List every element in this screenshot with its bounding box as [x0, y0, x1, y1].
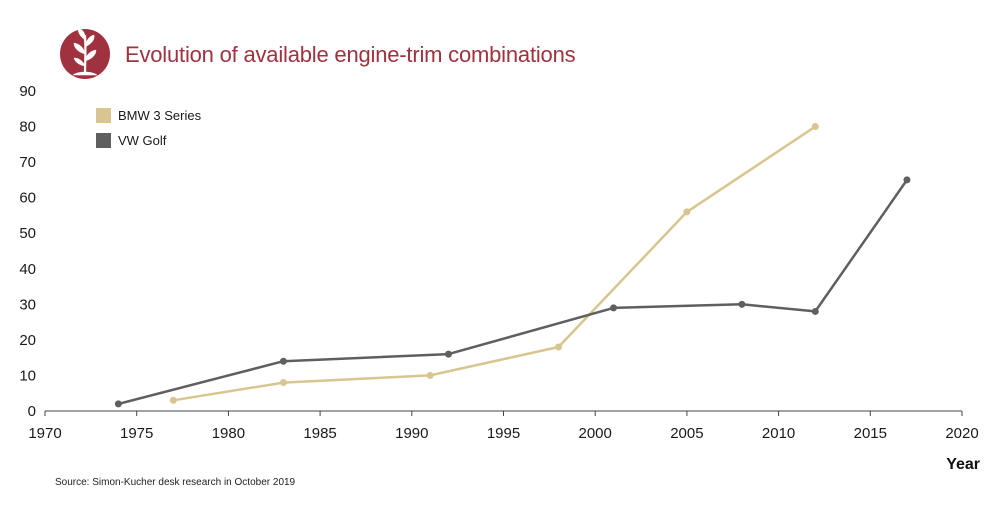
data-point-bmw-3-series: [555, 343, 563, 351]
data-point-vw-golf: [811, 307, 819, 315]
legend-label-vw-golf: VW Golf: [118, 133, 167, 148]
series-vw-golf: [114, 176, 911, 408]
x-axis-label: Year: [946, 456, 980, 473]
y-tick-label: 10: [19, 367, 36, 384]
legend: BMW 3 Series VW Golf: [96, 108, 202, 148]
x-axis-ticks: 1970 1975 1980 1985 1990 1995 2000 2005 2010 2015…: [28, 411, 979, 442]
y-tick-label: 70: [19, 154, 36, 171]
data-point-vw-golf: [738, 300, 746, 308]
y-tick-label: 30: [19, 296, 36, 313]
y-tick-label: 50: [19, 225, 36, 242]
x-tick-label: 1970: [28, 425, 61, 442]
x-tick-label: 1975: [120, 425, 153, 442]
legend-swatch-vw-golf: [96, 133, 111, 148]
data-point-vw-golf: [279, 357, 287, 365]
x-tick-label: 1995: [487, 425, 520, 442]
header: Evolution of available engine-trim combi…: [60, 27, 576, 79]
y-tick-label: 40: [19, 261, 36, 278]
series-line-vw-golf: [117, 178, 909, 406]
data-point-bmw-3-series: [279, 379, 287, 387]
source-note: Source: Simon-Kucher desk research in Oc…: [55, 477, 296, 488]
data-point-bmw-3-series: [426, 371, 434, 379]
data-point-vw-golf: [444, 350, 452, 358]
x-tick-label: 1990: [395, 425, 428, 442]
x-tick-label: 1980: [212, 425, 245, 442]
data-point-vw-golf: [610, 304, 618, 312]
y-tick-label: 60: [19, 190, 36, 207]
y-tick-label: 80: [19, 119, 36, 136]
series-layer: [114, 123, 911, 408]
legend-label-bmw-3-series: BMW 3 Series: [118, 108, 202, 123]
y-tick-label: 20: [19, 332, 36, 349]
y-tick-label: 0: [28, 403, 36, 420]
legend-swatch-bmw-3-series: [96, 108, 111, 123]
chart-title: Evolution of available engine-trim combi…: [125, 42, 576, 67]
data-point-bmw-3-series: [811, 123, 819, 131]
x-tick-label: 2015: [854, 425, 887, 442]
data-point-vw-golf: [114, 400, 122, 408]
data-point-vw-golf: [903, 176, 911, 184]
y-tick-label: 90: [19, 83, 36, 100]
x-tick-label: 2000: [579, 425, 612, 442]
x-tick-label: 2010: [762, 425, 795, 442]
sprout-icon: [72, 27, 98, 76]
x-tick-label: 1985: [303, 425, 336, 442]
x-tick-label: 2005: [670, 425, 703, 442]
data-point-bmw-3-series: [683, 208, 691, 216]
series-bmw-3-series: [169, 123, 819, 404]
data-point-bmw-3-series: [169, 396, 177, 404]
y-axis-ticks: 0 10 20 30 40 50 60 70 80 90: [19, 83, 36, 420]
series-line-bmw-3-series: [172, 125, 817, 402]
x-tick-label: 2020: [945, 425, 978, 442]
